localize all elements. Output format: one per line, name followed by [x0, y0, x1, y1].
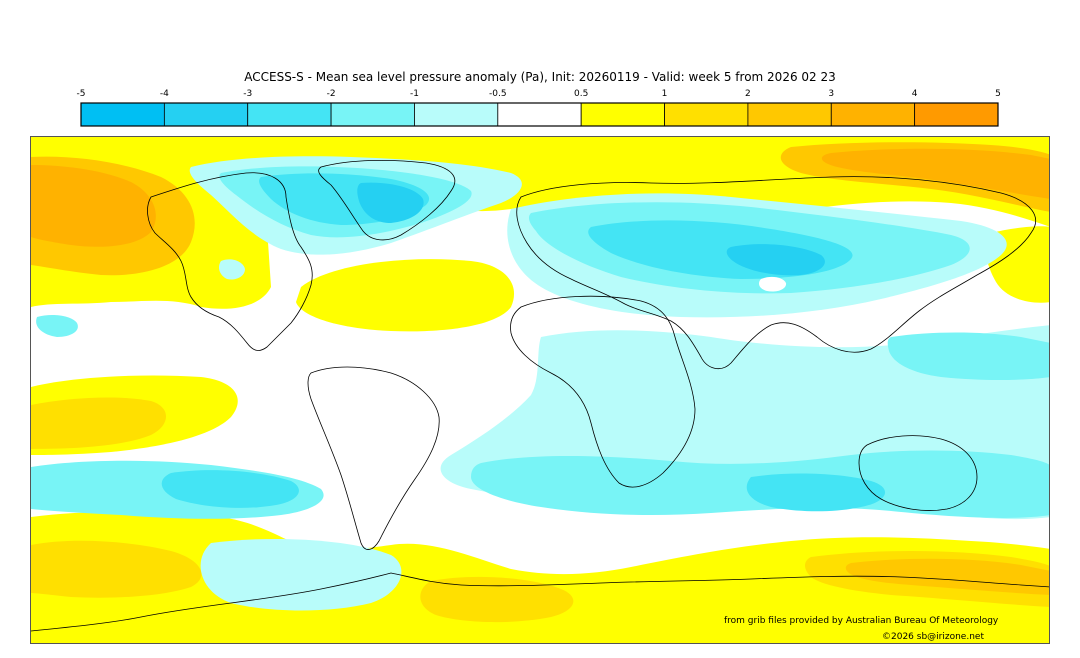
colorbar-cell — [330, 102, 415, 127]
colorbar-tick-label: -5 — [77, 89, 86, 99]
anomaly-field — [31, 137, 1049, 643]
colorbar-cell — [414, 102, 499, 127]
colorbar-tick-label: -1 — [410, 89, 419, 99]
positive-anomaly-antarctic-max — [845, 558, 1049, 595]
world-map — [30, 136, 1050, 644]
colorbar-cell — [163, 102, 249, 127]
positive-anomaly-antarctic-core — [31, 540, 202, 598]
colorbar-tick-labels: -5 -4 -3 -2 -1 -0.5 0.5 1 2 3 4 5 — [77, 89, 1001, 99]
negative-anomaly-west-pacific-tropical — [887, 332, 1049, 380]
positive-anomaly-tropical-pacific-core — [31, 397, 166, 449]
colorbar-cell — [664, 102, 749, 127]
coastlines — [147, 160, 1036, 550]
negative-anomaly-southern-indian-inner — [746, 473, 886, 512]
colorbar-cell — [830, 102, 916, 127]
eurasia-coastline — [516, 176, 1036, 370]
colorbar-tick-label: 3 — [828, 89, 834, 99]
colorbar: -5 -4 -3 -2 -1 -0.5 0.5 1 2 3 4 5 — [77, 89, 1001, 127]
colorbar-tick-label: -0.5 — [489, 89, 507, 99]
negative-anomaly-north-pacific-spot — [36, 315, 78, 337]
negative-anomaly-mongolia-core — [726, 244, 825, 276]
negative-anomaly-south-pacific-inner — [161, 470, 299, 508]
positive-anomaly-north-atlantic-outer — [296, 259, 515, 332]
colorbar-cell — [747, 102, 832, 127]
colorbar-tick-label: 2 — [745, 89, 751, 99]
antarctica-coastline — [31, 572, 1049, 632]
copyright-credit: ©2026 sb@irizone.net — [882, 632, 984, 642]
colorbar-frame — [80, 102, 999, 127]
south-america-coastline — [307, 366, 440, 550]
africa-coastline — [510, 295, 696, 488]
north-america-coastline — [147, 172, 313, 351]
colorbar-tick-label: -3 — [243, 89, 252, 99]
negative-anomaly-weddell — [200, 539, 402, 611]
positive-anomaly-south-atlantic-core — [420, 576, 574, 623]
colorbar-tick-label: 1 — [662, 89, 668, 99]
positive-anomaly-siberia-max — [821, 148, 1049, 199]
colorbar-cell — [580, 102, 665, 127]
negative-anomaly-tibet-spot — [759, 276, 787, 292]
data-source-credit: from grib files provided by Australian B… — [724, 616, 999, 626]
colorbar-cell — [497, 102, 582, 127]
colorbar-cells — [80, 102, 999, 127]
colorbar-cell — [914, 102, 999, 127]
negative-anomaly-greenland-core — [357, 182, 424, 223]
colorbar-cell — [247, 102, 332, 127]
negative-anomaly-canada-spot — [219, 259, 245, 280]
colorbar-tick-label: 5 — [995, 89, 1001, 99]
map-title: ACCESS-S - Mean sea level pressure anoma… — [244, 70, 836, 84]
positive-anomaly-alaska-max — [31, 165, 156, 247]
colorbar-cell — [80, 102, 165, 127]
colorbar-tick-label: 4 — [912, 89, 918, 99]
greenland-coastline — [318, 160, 456, 241]
colorbar-tick-label: 0.5 — [574, 89, 588, 99]
colorbar-tick-label: -4 — [160, 89, 169, 99]
australia-coastline — [858, 435, 978, 511]
colorbar-tick-label: -2 — [327, 89, 336, 99]
